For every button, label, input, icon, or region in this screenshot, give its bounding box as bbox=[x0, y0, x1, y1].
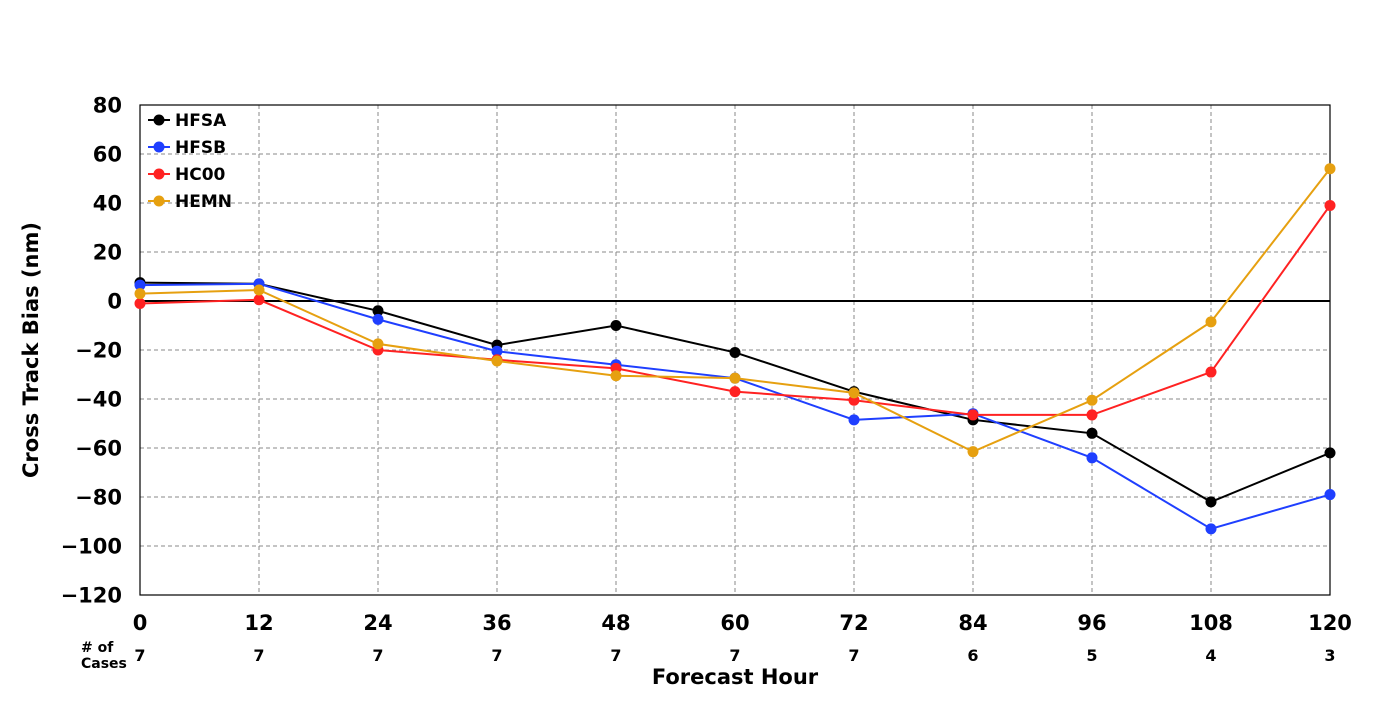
case-count: 7 bbox=[848, 646, 859, 665]
case-count: 5 bbox=[1086, 646, 1097, 665]
legend-item-hemn: HEMN bbox=[148, 192, 232, 212]
cases-label-line2: Cases bbox=[81, 656, 127, 672]
data-point-hfsa bbox=[610, 320, 622, 331]
y-tick-label: −80 bbox=[75, 486, 122, 510]
data-point-hc00 bbox=[1205, 366, 1217, 378]
data-point-hemn bbox=[134, 288, 146, 300]
legend-item-hfsb: HFSB bbox=[148, 138, 226, 158]
legend-item-hfsa: HFSA bbox=[148, 111, 227, 131]
legend-label-hemn: HEMN bbox=[175, 192, 232, 212]
y-tick-label: 0 bbox=[107, 290, 122, 314]
data-point-hfsb bbox=[491, 345, 503, 357]
data-point-hc00 bbox=[1324, 199, 1336, 211]
cases-label-line1: # of bbox=[81, 640, 114, 656]
x-tick-label: 84 bbox=[958, 611, 987, 635]
y-tick-label: −120 bbox=[61, 584, 122, 608]
x-tick-label: 60 bbox=[720, 611, 749, 635]
legend: HFSA HFSB HC00 HEMN bbox=[148, 111, 232, 212]
data-point-hemn bbox=[491, 355, 503, 367]
legend-marker-hfsb bbox=[153, 141, 165, 153]
case-count: 7 bbox=[610, 646, 621, 665]
data-point-hfsb bbox=[372, 313, 384, 325]
y-tick-label: 80 bbox=[93, 94, 122, 118]
data-point-hemn bbox=[610, 370, 622, 382]
data-point-hemn bbox=[729, 372, 741, 384]
x-tick-label: 12 bbox=[244, 611, 273, 635]
x-tick-label: 48 bbox=[601, 611, 630, 635]
y-tick-label: 60 bbox=[93, 143, 122, 167]
legend-marker-hfsa bbox=[153, 114, 165, 126]
data-point-hfsb bbox=[1205, 523, 1217, 535]
case-count: 7 bbox=[134, 646, 145, 665]
case-count: 6 bbox=[967, 646, 978, 665]
series-lines bbox=[134, 163, 1336, 535]
plot-frame bbox=[139, 104, 1331, 596]
x-tick-label: 36 bbox=[482, 611, 511, 635]
x-tick-label: 0 bbox=[133, 611, 148, 635]
data-point-hemn bbox=[1086, 394, 1098, 406]
data-point-hemn bbox=[253, 284, 265, 296]
x-tick-labels: 0 12 24 36 48 60 72 84 96 108 120 bbox=[133, 611, 1352, 635]
case-counts: # of Cases 7 7 7 7 7 7 7 6 5 4 3 bbox=[81, 640, 1336, 672]
data-point-hemn bbox=[1205, 316, 1217, 328]
data-point-hc00 bbox=[1086, 409, 1098, 421]
x-axis-title: Forecast Hour bbox=[652, 665, 819, 689]
data-point-hfsb bbox=[1086, 452, 1098, 464]
y-tick-label: 20 bbox=[93, 241, 122, 265]
y-axis-title: Cross Track Bias (nm) bbox=[19, 222, 43, 478]
y-tick-label: −60 bbox=[75, 437, 122, 461]
x-tick-label: 72 bbox=[839, 611, 868, 635]
y-tick-label: −20 bbox=[75, 339, 122, 363]
data-point-hemn bbox=[848, 387, 860, 399]
y-tick-label: 40 bbox=[93, 192, 122, 216]
legend-item-hc00: HC00 bbox=[148, 165, 226, 185]
legend-label-hfsb: HFSB bbox=[175, 138, 226, 158]
case-count: 3 bbox=[1324, 646, 1335, 665]
data-point-hemn bbox=[967, 446, 979, 458]
case-count: 7 bbox=[253, 646, 264, 665]
data-point-hfsa bbox=[1205, 496, 1217, 508]
x-tick-label: 24 bbox=[363, 611, 392, 635]
case-count: 4 bbox=[1205, 646, 1216, 665]
data-point-hfsa bbox=[1324, 447, 1336, 459]
data-point-hfsa bbox=[1086, 427, 1098, 439]
data-point-hfsa bbox=[372, 305, 384, 317]
case-count: 7 bbox=[491, 646, 502, 665]
legend-marker-hc00 bbox=[153, 168, 165, 180]
x-tick-label: 120 bbox=[1308, 611, 1352, 635]
y-tick-label: −100 bbox=[61, 535, 122, 559]
data-point-hfsb bbox=[134, 279, 146, 291]
data-point-hc00 bbox=[729, 386, 741, 398]
case-count: 7 bbox=[372, 646, 383, 665]
data-point-hfsb bbox=[1324, 489, 1336, 501]
legend-label-hfsa: HFSA bbox=[175, 111, 227, 131]
data-point-hc00 bbox=[134, 297, 146, 309]
x-tick-label: 96 bbox=[1077, 611, 1106, 635]
grid-lines bbox=[140, 105, 1330, 595]
data-point-hfsa bbox=[729, 346, 741, 358]
x-tick-label: 108 bbox=[1189, 611, 1233, 635]
data-point-hemn bbox=[1324, 163, 1336, 175]
legend-label-hc00: HC00 bbox=[175, 165, 226, 185]
data-point-hc00 bbox=[253, 294, 265, 306]
data-point-hemn bbox=[372, 338, 384, 350]
y-tick-label: −40 bbox=[75, 388, 122, 412]
y-tick-labels: 80 60 40 20 0 −20 −40 −60 −80 −100 −120 bbox=[61, 94, 122, 608]
legend-marker-hemn bbox=[153, 195, 165, 207]
data-point-hfsb bbox=[848, 414, 860, 426]
series-hemn bbox=[134, 163, 1336, 458]
data-point-hc00 bbox=[967, 409, 979, 421]
case-count: 7 bbox=[729, 646, 740, 665]
